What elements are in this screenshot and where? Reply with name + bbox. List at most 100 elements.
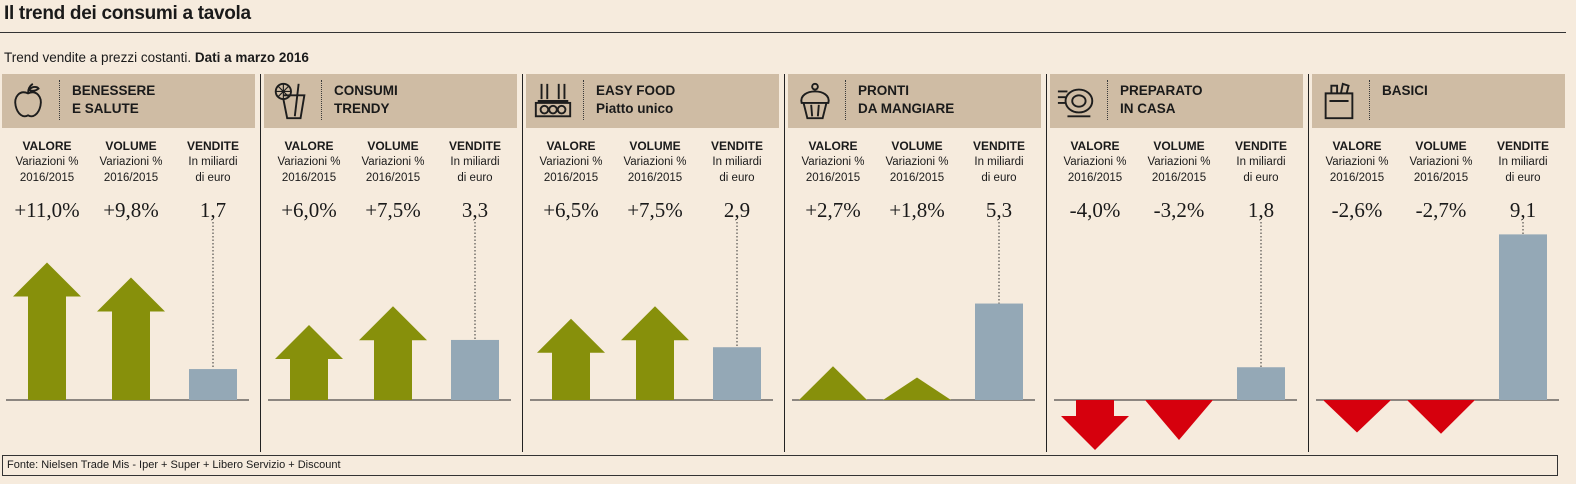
panel-header: BASICI <box>1312 74 1565 128</box>
panel-title-line1: BASICI <box>1382 83 1428 98</box>
column-header-volume: VOLUME Variazioni % 2016/2015 <box>351 138 435 186</box>
subtitle-date: Dati a marzo 2016 <box>194 50 309 65</box>
panel-title-line1: CONSUMI <box>334 83 398 98</box>
panel-title: BASICI <box>1382 82 1428 100</box>
column-header-vendite: VENDITE In miliardi di euro <box>695 138 779 186</box>
panel-title: PREPARATO IN CASA <box>1120 82 1203 118</box>
panel-title: BENESSERE E SALUTE <box>72 82 155 118</box>
cupcake-icon <box>800 82 830 120</box>
column-header-volume: VOLUME Variazioni % 2016/2015 <box>875 138 959 186</box>
panel-title-line1: BENESSERE <box>72 83 156 98</box>
panel-header: BENESSERE E SALUTE <box>2 74 255 128</box>
chart-title: Il trend dei consumi a tavola <box>4 3 251 24</box>
panel-title-line1: PRONTI <box>858 83 910 98</box>
grocery-bag-icon <box>1324 82 1354 120</box>
category-panel: EASY FOOD Piatto unico VALORE Variazioni % … <box>526 74 779 452</box>
drink-icon <box>274 82 306 120</box>
column-header-label: VOLUME <box>1153 139 1205 153</box>
column-header-vendite: VENDITE In miliardi di euro <box>171 138 255 186</box>
growth-arrow-up <box>537 318 605 400</box>
panel-header: CONSUMI TRENDY <box>264 74 517 128</box>
column-header-valore: VALORE Variazioni % 2016/2015 <box>791 138 875 186</box>
column-header-valore: VALORE Variazioni % 2016/2015 <box>5 138 89 186</box>
category-panel: BASICI VALORE Variazioni % 2016/2015 -2,6% V… <box>1312 74 1565 452</box>
sushi-icon <box>534 83 572 118</box>
header-divider <box>59 80 60 120</box>
column-header-sub: Variazioni % 2016/2015 <box>361 156 425 184</box>
panel-title: PRONTI DA MANGIARE <box>858 82 954 118</box>
sales-bar <box>1237 367 1285 400</box>
panel-header: PRONTI DA MANGIARE <box>788 74 1041 128</box>
panel-separator <box>784 74 785 452</box>
decline-arrow-down <box>1061 400 1129 450</box>
column-header-label: VENDITE <box>1234 139 1287 153</box>
column-header-label: VALORE <box>284 139 334 153</box>
panel-title-line2: E SALUTE <box>72 101 139 116</box>
sales-bar <box>713 347 761 400</box>
column-header-label: VOLUME <box>1415 139 1467 153</box>
column-header-sub: Variazioni % 2016/2015 <box>1147 156 1211 184</box>
column-header-label: VALORE <box>22 139 72 153</box>
column-header-sub: Variazioni % 2016/2015 <box>623 156 687 184</box>
value-label-vendite: 1,8 <box>1247 198 1275 222</box>
value-label-valore: -2,6% <box>1331 198 1383 222</box>
column-header-vendite: VENDITE In miliardi di euro <box>957 138 1041 186</box>
decline-arrow-down <box>1407 400 1475 434</box>
column-header-label: VOLUME <box>367 139 419 153</box>
value-label-vendite: 1,7 <box>199 198 227 222</box>
panel-separator <box>522 74 523 452</box>
value-label-volume: -2,7% <box>1415 198 1467 222</box>
column-header-vendite: VENDITE In miliardi di euro <box>1481 138 1565 186</box>
column-header-label: VALORE <box>546 139 596 153</box>
column-header-sub: Variazioni % 2016/2015 <box>1325 156 1389 184</box>
value-label-vendite: 5,3 <box>985 198 1013 222</box>
panel-title-line1: EASY FOOD <box>596 83 676 98</box>
column-header-sub: Variazioni % 2016/2015 <box>1063 156 1127 184</box>
value-label-vendite: 2,9 <box>723 198 751 222</box>
value-label-valore: +2,7% <box>805 198 861 222</box>
panel-title: EASY FOOD Piatto unico <box>596 82 675 118</box>
growth-arrow-up <box>13 262 81 400</box>
panel-title-line2: Piatto unico <box>596 101 674 116</box>
column-header-sub: Variazioni % 2016/2015 <box>99 156 163 184</box>
column-header-label: VALORE <box>1070 139 1120 153</box>
panel-title-line2: DA MANGIARE <box>858 101 955 116</box>
apple-icon <box>14 83 42 118</box>
column-header-label: VOLUME <box>105 139 157 153</box>
sales-bar <box>1499 234 1547 400</box>
column-header-vendite: VENDITE In miliardi di euro <box>433 138 517 186</box>
subtitle-text: Trend vendite a prezzi costanti. <box>4 50 192 65</box>
category-panel: BENESSERE E SALUTE VALORE Variazioni % 2016… <box>2 74 255 452</box>
panel-header: PREPARATO IN CASA <box>1050 74 1303 128</box>
sales-bar <box>451 339 499 400</box>
panel-separator <box>1046 74 1047 452</box>
column-header-label: VOLUME <box>629 139 681 153</box>
panel-title-line2: TRENDY <box>334 101 390 116</box>
column-header-label: VENDITE <box>710 139 763 153</box>
pot-icon <box>1057 88 1094 118</box>
value-label-vendite: 9,1 <box>1509 198 1537 222</box>
value-label-valore: +6,0% <box>281 198 337 222</box>
decline-arrow-down <box>1145 400 1213 440</box>
title-rule <box>0 32 1566 33</box>
header-divider <box>1107 80 1108 120</box>
column-header-sub: In miliardi di euro <box>188 156 238 184</box>
growth-arrow-up <box>799 366 867 400</box>
column-header-label: VOLUME <box>891 139 943 153</box>
column-header-sub: In miliardi di euro <box>1236 156 1286 184</box>
value-label-valore: +6,5% <box>543 198 599 222</box>
column-header-sub: In miliardi di euro <box>1498 156 1548 184</box>
column-header-sub: Variazioni % 2016/2015 <box>885 156 949 184</box>
growth-arrow-up <box>883 377 951 400</box>
panel-header: EASY FOOD Piatto unico <box>526 74 779 128</box>
column-header-vendite: VENDITE In miliardi di euro <box>1219 138 1303 186</box>
column-header-valore: VALORE Variazioni % 2016/2015 <box>1315 138 1399 186</box>
value-label-volume: +7,5% <box>365 198 421 222</box>
column-header-valore: VALORE Variazioni % 2016/2015 <box>529 138 613 186</box>
column-header-sub: In miliardi di euro <box>712 156 762 184</box>
column-header-volume: VOLUME Variazioni % 2016/2015 <box>613 138 697 186</box>
growth-arrow-up <box>97 277 165 400</box>
column-header-label: VALORE <box>808 139 858 153</box>
